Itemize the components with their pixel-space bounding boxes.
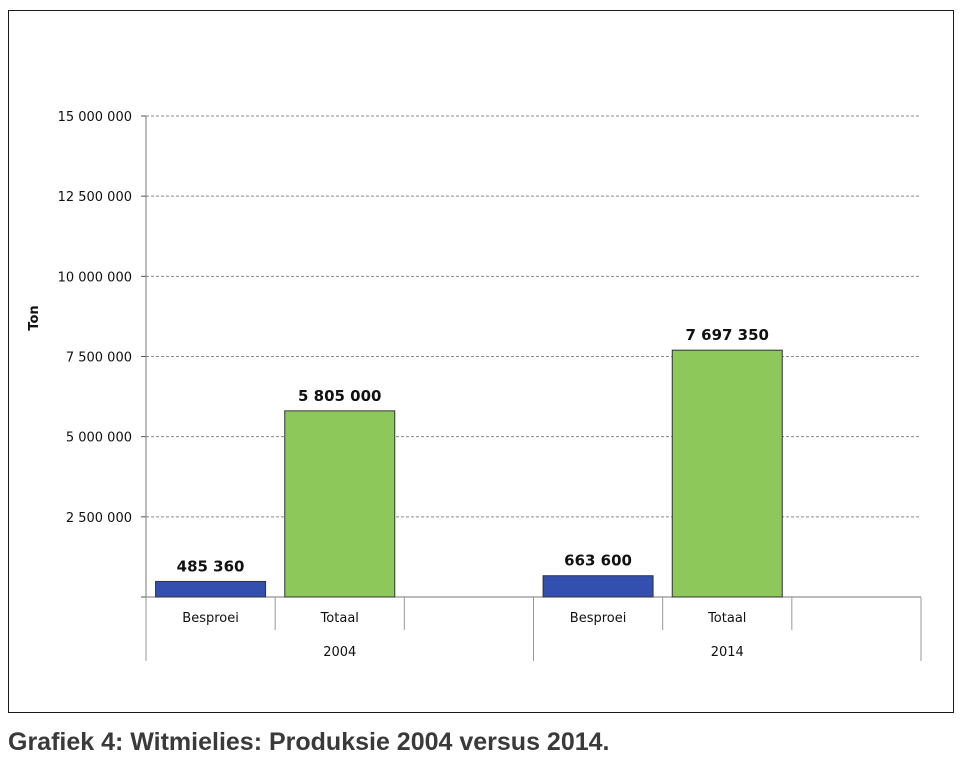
bar	[671, 349, 783, 598]
y-tick-label: 2 500 000	[66, 511, 132, 526]
data-label: 7 697 350	[685, 326, 769, 344]
data-label: 5 805 000	[298, 387, 382, 405]
bar	[155, 580, 267, 598]
data-label: 485 360	[177, 557, 245, 575]
bar	[542, 575, 654, 598]
x-group-label: 2014	[711, 645, 744, 660]
data-label: 663 600	[564, 552, 632, 570]
x-category-label: Besproei	[570, 611, 627, 626]
bar	[284, 410, 396, 598]
x-category-label: Besproei	[182, 611, 239, 626]
y-tick-label: 7 500 000	[66, 351, 132, 366]
chart-caption: Grafiek 4: Witmielies: Produksie 2004 ve…	[8, 728, 610, 756]
x-group-label: 2004	[323, 645, 356, 660]
y-tick-label: 15 000 000	[58, 110, 132, 125]
x-category-label: Totaal	[707, 611, 746, 626]
y-tick-label: 5 000 000	[66, 431, 132, 446]
x-category-label: Totaal	[320, 611, 359, 626]
bar-chart: 2 500 000 5 000 000 7 500 000 10 000 000 12 …	[27, 110, 922, 661]
y-tick-label: 12 500 000	[58, 190, 132, 205]
y-tick-label: 10 000 000	[58, 270, 132, 285]
y-axis-title: Ton	[27, 305, 42, 330]
